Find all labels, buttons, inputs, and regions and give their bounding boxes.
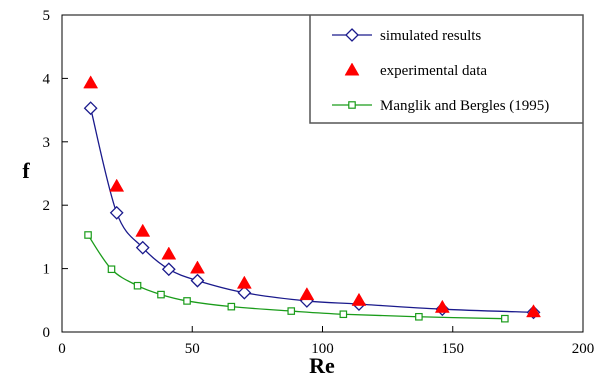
- triangle-marker: [344, 62, 360, 76]
- y-axis: 0 1 2 3 4 5: [43, 8, 68, 341]
- square-marker: [227, 302, 236, 311]
- legend-entry: experimental data: [344, 62, 487, 79]
- triangle-marker: [190, 260, 205, 274]
- triangle-marker: [236, 275, 252, 289]
- diamond-marker: [135, 240, 150, 255]
- series-layer: [83, 75, 541, 323]
- y-axis-title: f: [22, 158, 30, 183]
- square-marker: [415, 312, 423, 321]
- square-marker: [107, 265, 116, 274]
- x-tick-label: 50: [185, 341, 200, 357]
- diamond-marker: [237, 285, 252, 300]
- triangle-marker: [526, 304, 541, 318]
- square-marker: [157, 290, 165, 299]
- y-tick-label: 1: [43, 262, 51, 278]
- diamond-marker: [109, 205, 124, 220]
- x-tick-label: 100: [311, 341, 334, 357]
- series-diamond-open: [83, 101, 541, 320]
- x-tick-label: 150: [442, 341, 465, 357]
- legend-entry: simulated results: [332, 28, 481, 44]
- diamond-marker: [83, 101, 98, 116]
- square-marker: [339, 310, 348, 319]
- triangle-marker: [161, 246, 177, 260]
- legend-label: simulated results: [380, 28, 481, 44]
- y-tick-label: 5: [43, 8, 51, 24]
- legend-label: Manglik and Bergles (1995): [380, 98, 549, 114]
- y-tick-label: 0: [43, 325, 51, 341]
- square-marker: [287, 307, 296, 315]
- x-tick-label: 200: [572, 341, 595, 357]
- square-marker: [133, 281, 142, 290]
- triangle-marker: [351, 292, 367, 306]
- y-tick-label: 2: [43, 198, 51, 214]
- y-tick-label: 3: [43, 135, 51, 151]
- x-axis-title: Re: [309, 353, 335, 378]
- triangle-marker: [83, 75, 99, 89]
- x-axis: 0 50 100 150 200: [58, 326, 594, 357]
- series-line: [87, 234, 505, 320]
- square-marker: [183, 297, 191, 305]
- square-marker: [348, 101, 356, 109]
- x-tick-label: 0: [58, 341, 66, 357]
- legend: simulated results experimental data Mangli…: [309, 14, 584, 124]
- series-line: [90, 108, 534, 313]
- legend-label: experimental data: [380, 63, 487, 79]
- square-marker: [501, 314, 509, 323]
- series-square-open: [84, 231, 509, 323]
- series-triangle-filled: [83, 75, 541, 318]
- triangle-marker: [434, 299, 450, 313]
- triangle-marker: [299, 287, 315, 301]
- legend-entry: Manglik and Bergles (1995): [332, 98, 549, 114]
- triangle-marker: [109, 178, 125, 192]
- diamond-marker: [190, 273, 205, 288]
- y-tick-label: 4: [43, 71, 51, 87]
- square-marker: [84, 231, 92, 239]
- diamond-marker: [345, 28, 359, 42]
- diamond-marker: [161, 262, 176, 277]
- triangle-marker: [135, 223, 151, 237]
